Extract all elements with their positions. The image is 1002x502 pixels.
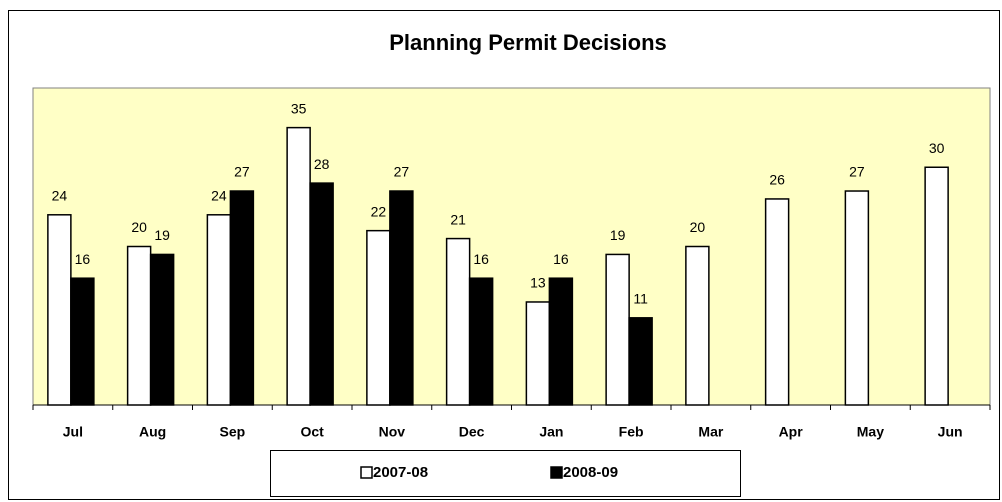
data-label: 13 bbox=[530, 275, 546, 291]
bar bbox=[286, 126, 311, 406]
bar bbox=[445, 237, 471, 406]
x-tick-label: Mar bbox=[698, 424, 723, 440]
data-label: 21 bbox=[450, 211, 466, 227]
bar bbox=[525, 301, 551, 406]
x-tick-label: Feb bbox=[619, 424, 644, 440]
bar bbox=[924, 166, 949, 406]
legend-label: 2008-09 bbox=[563, 464, 618, 481]
data-label: 27 bbox=[849, 164, 865, 180]
x-tick-label: Oct bbox=[300, 424, 324, 440]
data-label: 35 bbox=[291, 100, 307, 116]
data-label: 16 bbox=[75, 251, 91, 267]
data-label: 27 bbox=[234, 164, 250, 180]
bar bbox=[548, 277, 574, 406]
data-label: 20 bbox=[131, 219, 147, 235]
x-tick-label: May bbox=[857, 424, 884, 440]
bar bbox=[764, 198, 790, 406]
data-label: 19 bbox=[610, 227, 626, 243]
data-label: 28 bbox=[314, 156, 330, 172]
bar bbox=[389, 190, 414, 406]
bar bbox=[149, 253, 175, 406]
bar bbox=[309, 182, 334, 406]
bar bbox=[628, 317, 653, 406]
data-label: 27 bbox=[394, 164, 410, 180]
bar bbox=[468, 277, 494, 406]
data-label: 19 bbox=[154, 227, 170, 243]
bar bbox=[844, 190, 870, 406]
bar bbox=[685, 245, 710, 406]
data-label: 24 bbox=[211, 188, 227, 204]
x-tick-label: Aug bbox=[139, 424, 166, 440]
bar bbox=[70, 277, 95, 406]
legend-swatch bbox=[550, 466, 563, 479]
legend-swatch bbox=[360, 466, 373, 479]
chart-title: Planning Permit Decisions bbox=[389, 30, 667, 55]
bar bbox=[206, 214, 232, 406]
data-label: 11 bbox=[633, 291, 648, 307]
x-tick-label: Nov bbox=[379, 424, 406, 440]
data-label: 22 bbox=[371, 203, 387, 219]
x-tick-label: Apr bbox=[779, 424, 804, 440]
data-label: 30 bbox=[929, 140, 945, 156]
bar bbox=[126, 245, 152, 406]
data-label: 16 bbox=[473, 251, 489, 267]
data-label: 24 bbox=[52, 188, 68, 204]
x-tick-label: Jun bbox=[938, 424, 963, 440]
legend-label: 2007-08 bbox=[373, 464, 428, 481]
bar bbox=[229, 190, 255, 406]
x-tick-label: Sep bbox=[220, 424, 246, 440]
data-label: 20 bbox=[690, 219, 706, 235]
x-tick-label: Jul bbox=[63, 424, 83, 440]
bar bbox=[366, 229, 391, 406]
plot-area bbox=[32, 87, 991, 406]
bar bbox=[47, 214, 72, 406]
legend bbox=[270, 450, 741, 497]
data-label: 16 bbox=[553, 251, 569, 267]
x-tick-label: Dec bbox=[459, 424, 485, 440]
bar bbox=[605, 253, 630, 406]
x-tick-label: Jan bbox=[539, 424, 563, 440]
data-label: 26 bbox=[769, 172, 785, 188]
